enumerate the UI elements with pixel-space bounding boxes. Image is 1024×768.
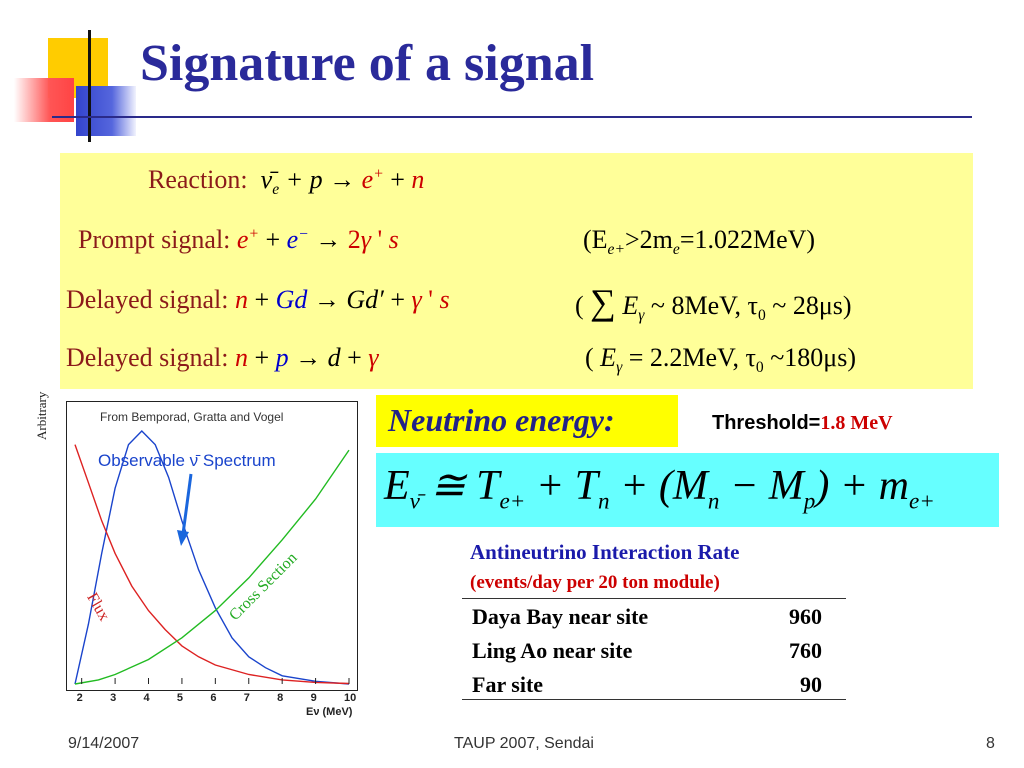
delayed-label-1: Delayed signal: (66, 285, 229, 314)
reaction-label: Reaction: (148, 165, 248, 194)
title-underline (52, 116, 972, 118)
spectrum-plot (74, 430, 350, 685)
delayed-line-1: Delayed signal: n + Gd → Gd′ + γ ' s (66, 285, 450, 314)
threshold-value: 1.8 MeV (820, 412, 893, 434)
neutrino-energy-label: Neutrino energy: (388, 402, 615, 438)
footer-center: TAUP 2007, Sendai (454, 735, 594, 752)
threshold-label: Threshold= (712, 412, 821, 434)
delayed-line-2: Delayed signal: n + p → d + γ (66, 343, 379, 372)
decor-blue-block (76, 86, 136, 136)
energy-formula: Eν̄ ≅ Te+ + Tn + (Mn − Mp) + me+ (384, 463, 935, 514)
table-top-rule (462, 598, 846, 599)
table-cell-value: 960 (789, 604, 822, 629)
reaction-line: Reaction: ν̄e + p → e+ + n (148, 165, 425, 199)
table-row: Far site 90 (472, 672, 822, 698)
x-tick-label: 6 (210, 692, 217, 704)
energy-formula-box (376, 453, 999, 527)
table-bottom-rule (462, 699, 846, 700)
x-tick-label: 3 (110, 692, 117, 704)
threshold: Threshold=1.8 MeV (712, 412, 893, 435)
table-cell-site: Daya Bay near site (472, 604, 649, 629)
delayed-condition-2: ( Eγ = 2.2MeV, τ0 ~180μs) (585, 343, 857, 377)
decor-vertical-line (88, 30, 91, 142)
series-line-1 (74, 444, 350, 685)
x-tick-label: 8 (277, 692, 284, 704)
prompt-line: Prompt signal: e+ + e− → 2γ ' s (78, 225, 399, 254)
x-tick-label: 9 (310, 692, 317, 704)
footer-page-number: 8 (986, 735, 995, 752)
table-row: Daya Bay near site 960 (472, 604, 822, 630)
reaction-box: Reaction: ν̄e + p → e+ + n Prompt signal… (60, 153, 973, 389)
neutrino-energy-box (376, 395, 678, 447)
footer-date: 9/14/2007 (68, 735, 140, 752)
plot-y-label: Arbitrary (34, 391, 49, 440)
series-line-0 (74, 430, 350, 685)
plot-source: From Bemporad, Gratta and Vogel (100, 410, 284, 424)
table-cell-site: Far site (472, 672, 544, 697)
table-title: Antineutrino Interaction Rate (470, 540, 740, 564)
plot-x-label: Eν (MeV) (306, 706, 353, 718)
delayed-condition-1: ( ∑ Eγ ~ 8MeV, τ0 ~ 28μs) (575, 282, 852, 325)
spectrum-arrow (181, 473, 193, 535)
table-subtitle: (events/day per 20 ton module) (470, 572, 720, 593)
table-cell-site: Ling Ao near site (472, 638, 633, 663)
prompt-condition: (Ee+>2me=1.022MeV) (583, 225, 816, 259)
spectrum-label: Observable ν̄ Spectrum (98, 451, 276, 470)
x-tick-label: 5 (176, 692, 184, 704)
x-tick-label: 4 (143, 692, 150, 704)
series-line-2 (74, 449, 350, 685)
x-tick-label: 2 (76, 692, 83, 704)
prompt-label: Prompt signal: (78, 225, 231, 254)
decor-red-block (14, 78, 74, 122)
table-cell-value: 90 (800, 672, 822, 697)
spectrum-arrow-head (177, 530, 189, 546)
spectrum-plot-frame (66, 401, 358, 691)
slide-title: Signature of a signal (140, 35, 595, 92)
x-tick-label: 10 (344, 692, 357, 704)
x-tick-label: 7 (243, 692, 250, 704)
table-row: Ling Ao near site 760 (472, 638, 822, 664)
delayed-label-2: Delayed signal: (66, 343, 229, 372)
table-cell-value: 760 (789, 638, 822, 663)
